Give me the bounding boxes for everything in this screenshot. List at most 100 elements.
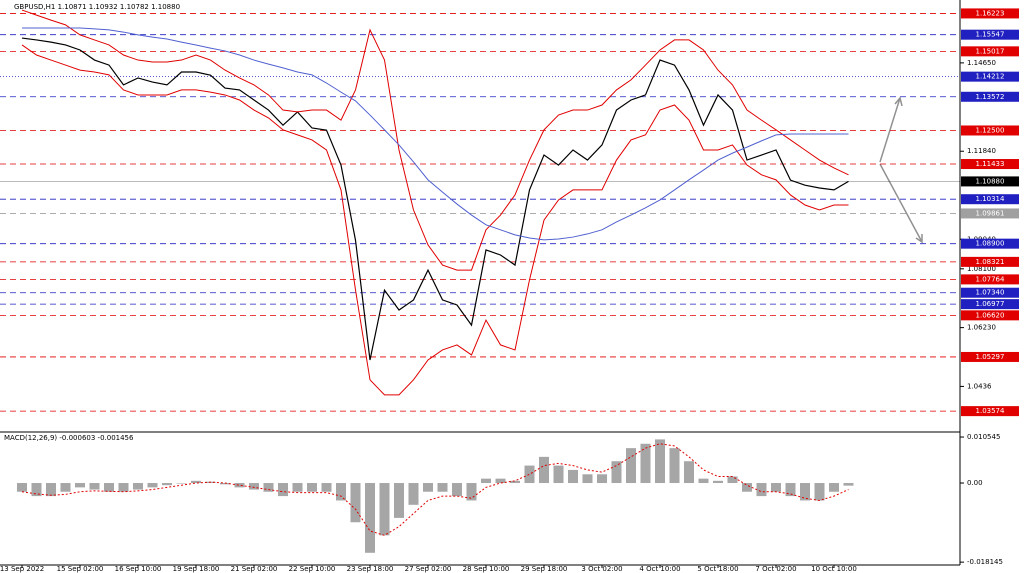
level-label-box: [961, 351, 1019, 362]
x-tick-label: 23 Sep 18:00: [347, 565, 394, 573]
level-label-box: [961, 176, 1019, 187]
forecast-arrows: [879, 96, 923, 244]
level-label-box: [961, 208, 1019, 219]
level-label: 1.16223: [976, 9, 1005, 17]
macd-bar: [611, 461, 622, 484]
macd-bar: [640, 443, 651, 484]
chart-title: GBPUSD,H1 1.10871 1.10932 1.10782 1.1088…: [14, 3, 180, 11]
macd-bar: [568, 469, 578, 484]
level-label-box: [961, 406, 1019, 417]
macd-bar: [756, 483, 767, 497]
y-tick-label: 0.00: [967, 479, 983, 487]
macd-bar: [713, 480, 723, 484]
macd-bar: [147, 483, 158, 488]
level-label: 1.11433: [976, 160, 1005, 168]
level-label: 1.15017: [976, 47, 1005, 55]
macd-bar: [336, 483, 346, 501]
level-label-box: [961, 8, 1019, 19]
x-tick-label: 3 Oct 02:00: [581, 565, 622, 573]
macd-bar: [234, 483, 245, 488]
series-line: [22, 27, 849, 241]
level-label: 1.10880: [976, 177, 1005, 185]
macd-bar: [220, 483, 230, 485]
macd-bar: [785, 483, 796, 497]
y-tick-label: -0.018145: [967, 558, 1003, 566]
macd-bar: [75, 483, 85, 488]
arrow-down: [879, 163, 923, 243]
x-tick-label: 28 Sep 10:00: [463, 565, 510, 573]
level-label: 1.07340: [976, 289, 1005, 297]
x-tick-label: 10 Oct 10:00: [811, 565, 857, 573]
macd-bar: [510, 480, 520, 484]
y-tick-label: 1.0436: [967, 382, 992, 390]
macd-bar: [307, 483, 317, 492]
x-tick-label: 13 Sep 2022: [0, 565, 44, 573]
level-label-box: [961, 238, 1019, 249]
level-label: 1.05297: [976, 353, 1005, 361]
series-line: [21, 44, 849, 396]
macd-bar: [321, 483, 332, 492]
level-label: 1.15547: [976, 31, 1005, 39]
macd-bar: [495, 478, 506, 484]
macd-bar: [17, 483, 27, 492]
macd-bar: [582, 474, 593, 484]
macd-bar: [843, 483, 854, 486]
x-tick-label: 15 Sep 02:00: [57, 565, 104, 573]
macd-bar: [292, 483, 303, 492]
x-tick-label: 22 Sep 10:00: [289, 565, 336, 573]
macd-bar: [742, 483, 752, 492]
macd-bar: [655, 439, 665, 484]
level-label-box: [961, 71, 1019, 82]
macd-bar: [394, 483, 404, 518]
level-label-box: [961, 125, 1019, 136]
x-tick-label: 7 Oct 02:00: [755, 565, 796, 573]
macd-bar: [452, 483, 462, 497]
level-label: 1.08900: [976, 240, 1005, 248]
level-label-box: [961, 46, 1019, 57]
macd-title: MACD(12,26,9) -0.000603 -0.001456: [4, 434, 134, 442]
level-label-box: [961, 91, 1019, 102]
macd-bar: [684, 461, 694, 484]
macd-bar: [89, 483, 100, 490]
macd-bar: [263, 483, 274, 492]
y-tick-label: 1.11840: [967, 147, 996, 155]
macd-bar: [31, 483, 42, 497]
level-label-box: [961, 310, 1019, 321]
macd-bar: [829, 483, 839, 492]
arrow-down-head: [915, 234, 923, 244]
macd-bar: [278, 483, 288, 497]
macd-bar: [408, 483, 419, 505]
macd-bar: [191, 480, 201, 484]
level-label-box: [961, 274, 1019, 285]
macd-bar: [669, 448, 680, 484]
level-label: 1.12500: [976, 126, 1005, 134]
x-tick-label: 5 Oct 18:00: [697, 565, 738, 573]
arrow-up-head: [894, 96, 903, 107]
macd-bar: [379, 483, 390, 536]
level-label-box: [961, 299, 1019, 310]
macd-bar: [365, 483, 375, 553]
x-tick-label: 16 Sep 10:00: [115, 565, 162, 573]
level-label: 1.06977: [976, 300, 1005, 308]
macd-bar: [524, 465, 535, 484]
series-line: [21, 37, 849, 361]
arrow-up: [879, 97, 901, 163]
macd-bar: [118, 483, 129, 492]
macd-bar: [597, 474, 607, 484]
macd-bar: [162, 483, 172, 486]
y-tick-label: 0.010545: [967, 433, 1000, 441]
series-line: [21, 9, 849, 271]
macd-bar: [46, 483, 56, 497]
macd-bar: [553, 465, 564, 484]
level-label: 1.08321: [976, 258, 1005, 266]
level-label: 1.03574: [976, 407, 1005, 415]
y-tick-label: 1.06230: [967, 324, 996, 332]
level-label: 1.10314: [976, 195, 1005, 203]
macd-bar: [104, 483, 114, 492]
x-tick-label: 29 Sep 18:00: [521, 565, 568, 573]
macd-bar: [176, 483, 187, 484]
macd-bar: [60, 483, 71, 492]
macd-bar: [437, 483, 448, 492]
